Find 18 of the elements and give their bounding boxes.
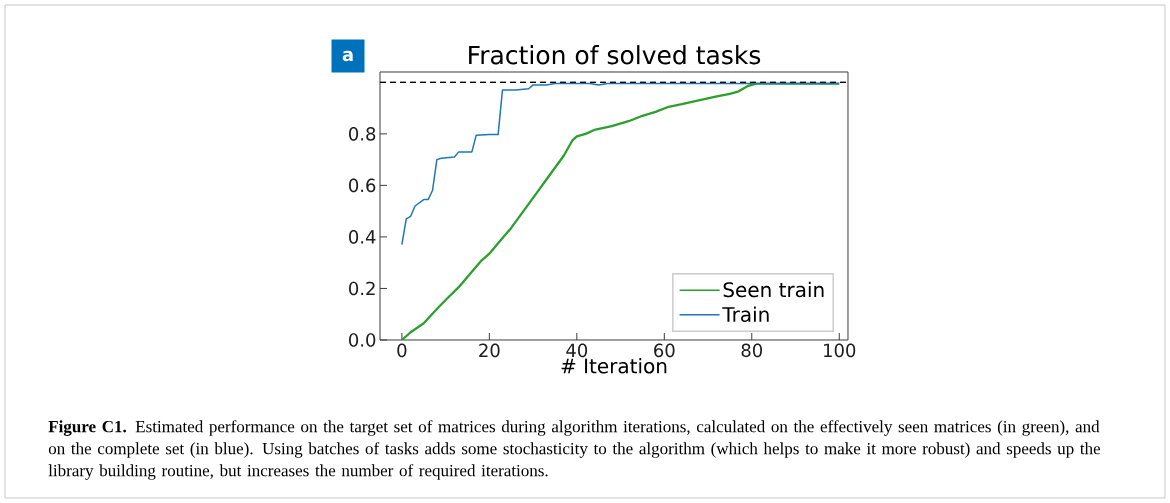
line-series: [401, 82, 840, 246]
x-tick-label: 80: [741, 343, 763, 358]
y-tick-label: 0.8: [349, 127, 376, 141]
x-tick-label: 100: [824, 343, 856, 358]
y-tick-label: 0.4: [349, 230, 376, 244]
y-tick-label: 0.2: [349, 281, 375, 296]
legend-label: Train: [722, 306, 769, 322]
x-axis-title: # Iteration: [561, 358, 667, 374]
text: a: [342, 50, 353, 62]
x-tick-label: 0: [397, 343, 407, 358]
x-tick-label: 60: [654, 343, 675, 358]
text: Figure C1. Estimated performance on the target set of matrices during algorithm iterations, calculated on the effectively seen matrices (in green), and on the complete set (in blue). Using batches of tasks adds some stochasticity to the algorithm (which helps to make it more robust) and speeds up the library building routine, but increases the number of required iterations.: [48, 420, 1101, 480]
x-tick-label: 40: [566, 343, 588, 358]
legend-label: Seen train: [723, 281, 824, 298]
x-tick-label: 20: [479, 343, 500, 358]
y-tick-label: 0.6: [349, 178, 376, 193]
y-tick-label: 0.0: [349, 333, 376, 347]
chart-title: Fraction of solved tasks: [469, 45, 761, 65]
